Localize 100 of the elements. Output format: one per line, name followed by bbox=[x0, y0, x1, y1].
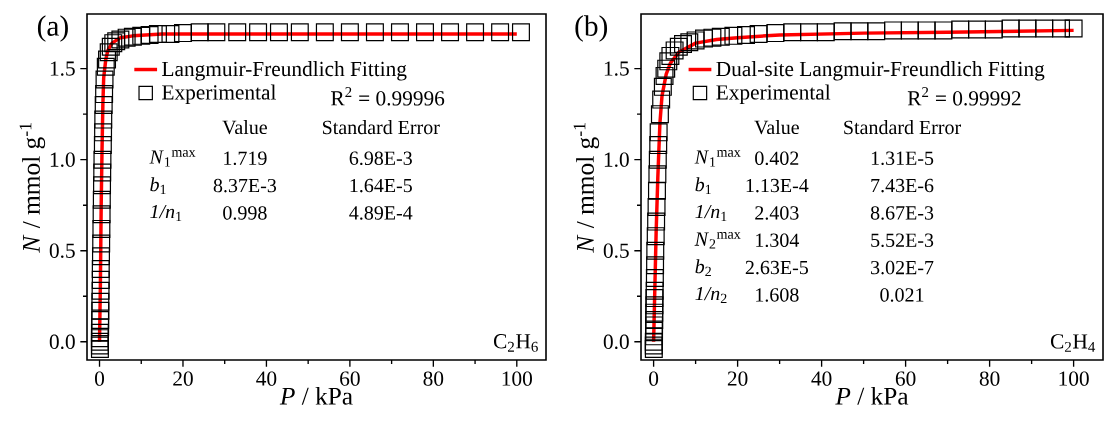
point bbox=[695, 29, 714, 48]
point bbox=[173, 24, 192, 43]
point bbox=[680, 33, 699, 52]
point bbox=[649, 136, 668, 155]
y-axis-title: N / mmol g$^{-1}$ bbox=[19, 123, 46, 253]
point bbox=[95, 70, 114, 89]
point bbox=[94, 110, 113, 129]
annotation: 1/n$_{1}$ bbox=[695, 204, 727, 221]
annotation: N$_{1}$max bbox=[149, 150, 196, 167]
point bbox=[766, 24, 785, 43]
text: (b) bbox=[575, 15, 608, 42]
annotation: 6.98E-3 bbox=[349, 151, 412, 166]
legend-label: Experimental bbox=[162, 84, 276, 104]
point bbox=[646, 241, 665, 260]
legend-label: Langmuir-Freundlich Fitting bbox=[162, 61, 407, 81]
point bbox=[91, 310, 110, 329]
point bbox=[99, 43, 118, 62]
annotation: 7.43E-6 bbox=[871, 178, 934, 193]
annotation: 8.67E-3 bbox=[870, 206, 934, 220]
point bbox=[669, 37, 688, 56]
point bbox=[93, 150, 112, 169]
annotation: C$_{2}$H$_{6}$ bbox=[493, 334, 538, 352]
annotation: 1.719 bbox=[224, 151, 267, 166]
annotation: 2.63E-5 bbox=[745, 260, 809, 275]
annotation: N$_{1}$max bbox=[694, 150, 741, 167]
annotation: b$_{1}$ bbox=[695, 177, 711, 194]
point bbox=[653, 77, 672, 96]
point bbox=[117, 28, 136, 47]
point bbox=[645, 296, 664, 315]
point bbox=[1018, 19, 1037, 38]
point bbox=[645, 289, 664, 308]
x-tick-label: 0 bbox=[95, 371, 105, 386]
point bbox=[441, 23, 460, 42]
point bbox=[91, 292, 110, 311]
x-tick-label: 60 bbox=[340, 371, 360, 386]
point bbox=[833, 22, 852, 41]
y-axis-title: N / mmol g$^{-1}$ bbox=[573, 123, 600, 253]
point bbox=[647, 198, 666, 217]
x-tick-label: 20 bbox=[173, 371, 193, 386]
point bbox=[652, 90, 671, 109]
point bbox=[228, 23, 247, 42]
point bbox=[968, 20, 987, 39]
annotation: 0.402 bbox=[755, 151, 799, 166]
point bbox=[269, 23, 288, 42]
annotation: 8.37E-3 bbox=[213, 178, 277, 193]
legend-label: Dual-site Langmuir-Freundlich Fitting bbox=[716, 61, 1045, 81]
point bbox=[390, 23, 409, 42]
point bbox=[93, 163, 112, 182]
point bbox=[645, 281, 664, 300]
point bbox=[644, 336, 663, 355]
point bbox=[94, 96, 113, 115]
annotation: 5.52E-3 bbox=[871, 233, 934, 248]
y-tick-label: 1.5 bbox=[50, 61, 75, 76]
point bbox=[951, 20, 970, 39]
point bbox=[800, 23, 819, 42]
point bbox=[665, 41, 684, 60]
y-tick-label: 0.0 bbox=[603, 334, 629, 350]
point bbox=[315, 23, 334, 42]
point bbox=[646, 227, 665, 246]
x-tick-label: 60 bbox=[895, 371, 916, 386]
y-tick-label: 1.0 bbox=[604, 152, 629, 167]
point bbox=[645, 269, 664, 288]
point bbox=[511, 23, 530, 42]
annotation: b$_{1}$ bbox=[150, 177, 166, 194]
annotation: 1/n$_{1}$ bbox=[150, 204, 182, 221]
point bbox=[92, 234, 111, 253]
point bbox=[140, 25, 159, 44]
annotation: R$^{2}$ = 0.99992 bbox=[907, 87, 1021, 106]
y-tick-label: 1.5 bbox=[604, 61, 629, 76]
point bbox=[94, 123, 113, 142]
y-tick-label: 0.5 bbox=[603, 243, 629, 258]
point bbox=[650, 105, 669, 124]
annotation: 1.608 bbox=[756, 288, 799, 302]
point bbox=[647, 212, 666, 231]
x-tick-label: 0 bbox=[649, 371, 659, 386]
annotation: 2.403 bbox=[755, 206, 799, 220]
annotation: 1/n$_{2}$ bbox=[695, 286, 727, 303]
annotation: 1.64E-5 bbox=[350, 178, 412, 193]
point bbox=[783, 23, 802, 42]
x-tick-label: 40 bbox=[811, 371, 832, 386]
point bbox=[92, 219, 111, 238]
x-tick-label: 100 bbox=[502, 371, 532, 386]
point bbox=[207, 23, 226, 42]
point bbox=[867, 22, 886, 41]
point bbox=[646, 256, 665, 275]
point bbox=[686, 31, 705, 50]
point bbox=[655, 66, 674, 85]
annotation: 1.31E-5 bbox=[871, 151, 934, 166]
point bbox=[1052, 19, 1071, 38]
legend-label: Experimental bbox=[716, 84, 831, 104]
point bbox=[190, 23, 209, 42]
point bbox=[1064, 19, 1083, 38]
point bbox=[649, 123, 668, 142]
point bbox=[95, 85, 114, 104]
point bbox=[648, 165, 667, 184]
point bbox=[917, 21, 936, 40]
annotation: 1.13E-4 bbox=[746, 178, 809, 193]
point bbox=[98, 50, 117, 69]
point bbox=[111, 30, 130, 49]
point bbox=[416, 23, 434, 42]
